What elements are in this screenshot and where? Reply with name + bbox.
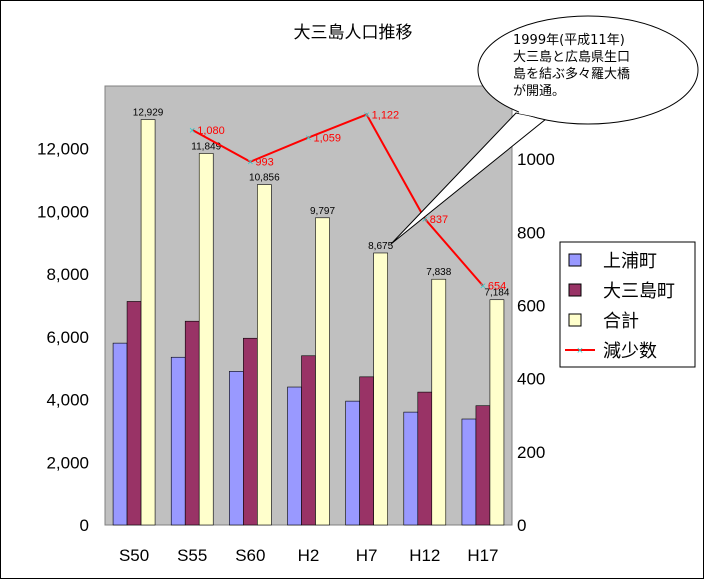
legend-label-decrease: 減少数 [603, 341, 657, 362]
bar-label-H2: 9,797 [310, 206, 335, 217]
legend-marker-decrease: × [577, 345, 583, 357]
bar-2-S50 [140, 119, 156, 526]
legend-label-kamiura: 上浦町 [603, 251, 657, 272]
x-tick-H2: H2 [298, 546, 320, 565]
legend: 上浦町 大三島町 合計 × 減少数 [559, 241, 696, 368]
left-tick-2: 4,000 [46, 391, 89, 410]
line-label-S60: 993 [255, 157, 273, 169]
left-tick-0: 0 [80, 516, 89, 535]
callout-line-2: 大三島と広島県生口 [513, 50, 630, 65]
bar-2-S55 [198, 153, 214, 526]
bar-0-S60 [229, 371, 244, 526]
line-point-H12: × [422, 214, 428, 226]
left-tick-4: 8,000 [46, 265, 89, 284]
callout-line-1: 1999年(平成11年) [513, 33, 625, 48]
x-tick-S60: S60 [235, 546, 265, 565]
line-point-H17: × [480, 281, 486, 293]
bar-2-S60 [257, 184, 272, 526]
bar-label-S60: 10,856 [249, 173, 280, 184]
line-point-H7: × [363, 110, 369, 122]
bar-1-S50 [126, 301, 142, 526]
right-tick-4: 800 [517, 223, 545, 242]
legend-swatch-total [568, 313, 582, 327]
bar-label-H7: 8,675 [368, 241, 393, 252]
bar-0-S55 [170, 356, 186, 526]
line-label-H2: 1,059 [314, 133, 342, 145]
legend-swatch-kamiura [568, 253, 582, 267]
bar-0-H17 [461, 418, 477, 526]
bar-2-H17 [489, 299, 505, 526]
left-tick-1: 2,000 [46, 453, 89, 472]
right-tick-1: 200 [517, 443, 545, 462]
bar-1-H7 [359, 376, 374, 526]
line-point-H2: × [305, 133, 311, 145]
bar-1-H17 [475, 405, 491, 526]
bar-label-H12: 7,838 [426, 267, 451, 278]
bar-0-H12 [403, 411, 419, 526]
bar-label-S50: 12,929 [133, 108, 164, 119]
legend-label-total: 合計 [603, 311, 639, 332]
left-tick-6: 12,000 [37, 140, 89, 159]
bar-0-H7 [345, 400, 360, 526]
legend-swatch-omishima [568, 283, 582, 297]
bar-1-S55 [184, 320, 200, 526]
bar-1-H12 [417, 391, 433, 526]
line-point-S60: × [247, 157, 253, 169]
decrease-line [191, 113, 484, 287]
bar-label-H17: 7,184 [484, 288, 509, 299]
bar-0-H2 [287, 386, 302, 526]
bar-1-S60 [243, 337, 258, 526]
legend-label-omishima: 大三島町 [603, 281, 675, 302]
x-tick-H7: H7 [356, 546, 378, 565]
bar-2-H2 [315, 217, 330, 526]
bar-0-S50 [112, 342, 128, 526]
line-label-H12: 837 [430, 214, 448, 226]
bar-1-H2 [301, 355, 316, 526]
callout-line-4: が開通。 [513, 84, 565, 99]
x-tick-S50: S50 [119, 546, 149, 565]
callout-line-3: 島を結ぶ多々羅大橋 [513, 66, 630, 82]
bar-2-H12 [431, 278, 447, 526]
right-tick-2: 400 [517, 370, 545, 389]
line-point-S55: × [189, 125, 195, 137]
left-tick-5: 10,000 [37, 202, 89, 221]
line-label-H17: 654 [488, 281, 506, 293]
x-tick-H12: H12 [409, 546, 440, 565]
right-tick-5: 1000 [517, 150, 555, 169]
chart-title: 大三島人口推移 [294, 23, 413, 43]
x-tick-H17: H17 [467, 546, 498, 565]
x-tick-S55: S55 [177, 546, 207, 565]
bar-label-S55: 11,849 [191, 141, 221, 152]
callout-bubble: 1999年(平成11年) 大三島と広島県生口 島を結ぶ多々羅大橋 が開通。 [390, 15, 699, 245]
line-label-H7: 1,122 [372, 110, 400, 122]
right-tick-0: 0 [517, 516, 526, 535]
line-label-S55: 1,080 [197, 125, 225, 137]
right-tick-3: 600 [517, 297, 545, 316]
bar-2-H7 [373, 252, 388, 526]
left-tick-3: 6,000 [46, 328, 89, 347]
